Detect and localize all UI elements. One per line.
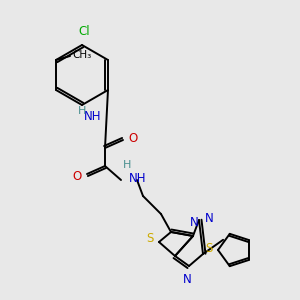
Text: N: N	[205, 212, 214, 224]
Text: Cl: Cl	[78, 25, 90, 38]
Text: N: N	[190, 216, 198, 229]
Text: S: S	[147, 232, 154, 245]
Text: NH: NH	[84, 110, 101, 124]
Text: O: O	[73, 169, 82, 182]
Text: N: N	[183, 273, 191, 286]
Text: NH: NH	[129, 172, 146, 184]
Text: CH₃: CH₃	[72, 50, 91, 60]
Text: H: H	[123, 160, 131, 170]
Text: O: O	[128, 131, 137, 145]
Text: S: S	[206, 242, 213, 256]
Text: H: H	[78, 106, 87, 116]
